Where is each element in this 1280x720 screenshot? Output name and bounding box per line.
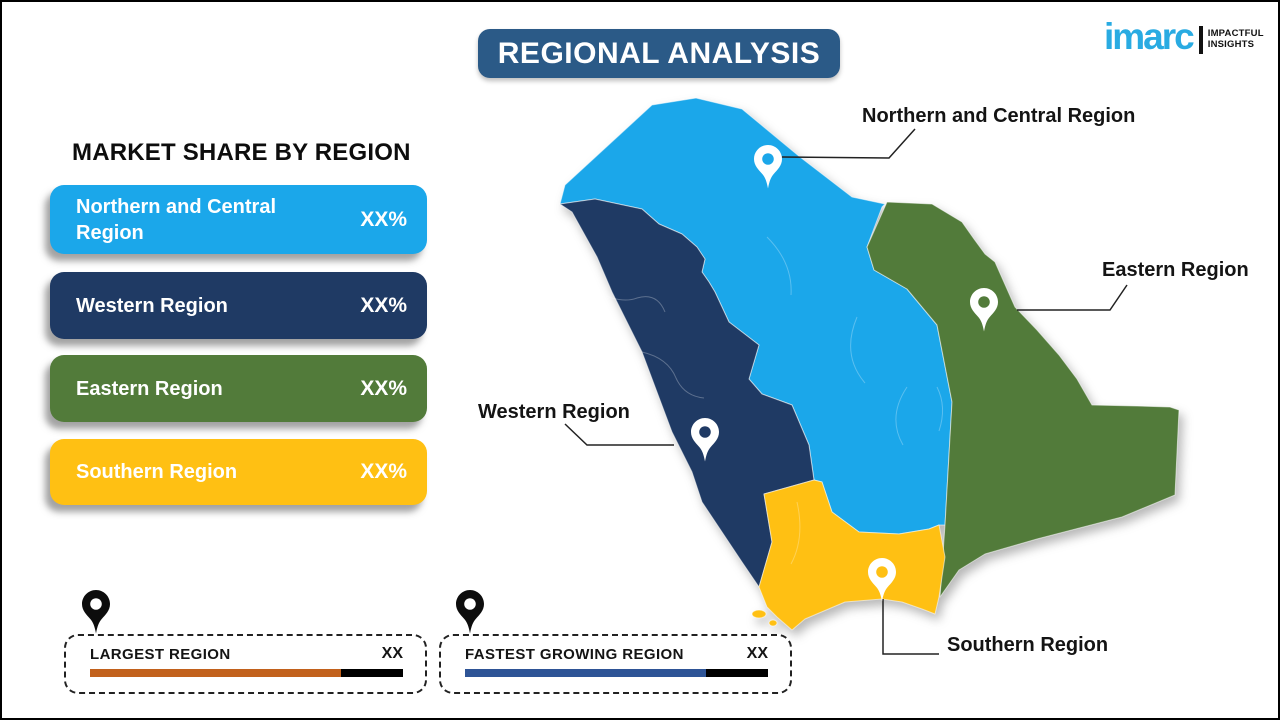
map-label-western: Western Region	[478, 401, 630, 423]
share-row-value: XX%	[360, 207, 407, 231]
saudi-arabia-map	[559, 97, 1180, 655]
share-row-value: XX%	[360, 376, 407, 400]
map-island	[751, 609, 767, 619]
map-internal-borders	[596, 236, 943, 565]
share-row-eastern: Eastern Region XX%	[50, 355, 427, 422]
map-region-western[interactable]	[559, 198, 815, 588]
map-label-southern: Southern Region	[947, 634, 1109, 656]
logo-divider	[1198, 25, 1203, 54]
leader-western	[564, 423, 674, 446]
largest-region-label: LARGEST REGION	[90, 645, 231, 663]
share-row-label: Eastern Region	[76, 377, 223, 400]
market-share-heading: MARKET SHARE BY REGION	[72, 139, 411, 166]
page-title: REGIONAL ANALYSIS	[478, 29, 840, 78]
largest-region-pin-icon	[81, 589, 111, 635]
leader-northern	[781, 128, 916, 159]
map-label-northern-central: Northern and Central Region	[862, 105, 1136, 127]
share-row-label: Southern Region	[76, 461, 238, 483]
share-row-label: Northern and Central Region	[76, 195, 277, 244]
map-callout-lines	[564, 128, 1128, 655]
fastest-growing-region-box: FASTEST GROWING REGION XX	[439, 634, 792, 694]
share-row-value: XX%	[360, 293, 407, 317]
share-row-northern-central: Northern and Central Region XX%	[50, 185, 427, 254]
share-row-western: Western Region XX%	[50, 272, 427, 339]
imarc-logo: imarc IMPACTFUL INSIGHTS	[1104, 18, 1264, 55]
imarc-logo-wordmark: imarc	[1104, 16, 1195, 57]
fastest-growing-value: XX	[746, 645, 768, 662]
map-region-southern[interactable]	[758, 479, 946, 631]
fastest-growing-pin-icon	[455, 589, 485, 635]
logo-tagline: IMPACTFUL INSIGHTS	[1207, 27, 1264, 50]
map-region-eastern[interactable]	[866, 201, 1180, 598]
largest-region-value: XX	[381, 645, 403, 662]
largest-region-box: LARGEST REGION XX	[64, 634, 427, 694]
map-regions	[559, 97, 1180, 631]
fastest-growing-bar	[465, 669, 768, 677]
map-island	[768, 619, 778, 627]
share-row-label: Western Region	[76, 294, 228, 317]
leader-southern	[882, 599, 939, 655]
share-row-southern: Southern Region XX%	[50, 439, 427, 505]
leader-eastern	[1017, 284, 1128, 311]
largest-region-bar	[90, 669, 403, 677]
fastest-growing-label: FASTEST GROWING REGION	[465, 645, 684, 663]
share-row-value: XX%	[360, 460, 407, 483]
map-label-eastern: Eastern Region	[1102, 259, 1249, 281]
page-title-text: REGIONAL ANALYSIS	[497, 36, 821, 70]
